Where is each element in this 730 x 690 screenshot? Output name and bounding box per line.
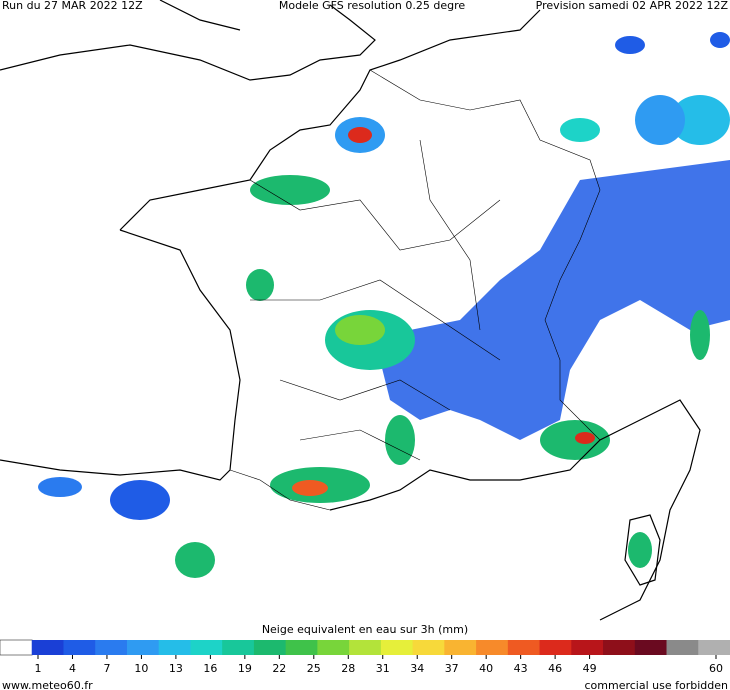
site-label: www.meteo60.fr	[2, 679, 93, 690]
colorbar-cell	[698, 640, 730, 655]
colorbar-tick-label: 43	[514, 662, 528, 675]
colorbar-cell	[285, 640, 318, 655]
colorbar-tick-label: 60	[709, 662, 723, 675]
colorbar-cell	[380, 640, 414, 655]
colorbar-tick-label: 1	[35, 662, 42, 675]
colorbar-cell	[603, 640, 636, 655]
colorbar-cell	[444, 640, 477, 655]
run-label: Run du 27 MAR 2022 12Z	[2, 0, 143, 12]
colorbar-tick-label: 34	[410, 662, 424, 675]
colorbar-tick-label: 22	[272, 662, 286, 675]
colorbar-tick-label: 10	[134, 662, 148, 675]
colorbar-cell	[126, 640, 160, 655]
colorbar-cell	[95, 640, 128, 655]
colorbar-cell	[666, 640, 699, 655]
colorbar-tick-label: 49	[583, 662, 597, 675]
precip-areas	[38, 32, 730, 578]
borders	[229, 69, 601, 511]
colorbar-cell	[634, 640, 668, 655]
colorbar-tick-label: 25	[307, 662, 321, 675]
colorbar-tick-label: 4	[69, 662, 76, 675]
colorbar-cell	[222, 640, 255, 655]
forecast-label: Prevision samedi 02 APR 2022 12Z	[536, 0, 729, 12]
colorbar-cell	[253, 640, 287, 655]
colorbar-cell	[349, 640, 382, 655]
colorbar-tick-label: 16	[203, 662, 217, 675]
colorbar-cell	[63, 640, 96, 655]
colorbar-tick-label: 13	[169, 662, 183, 675]
colorbar-cell	[476, 640, 509, 655]
model-label: Modele GFS resolution 0.25 degre	[279, 0, 466, 12]
colorbar-tick-label: 28	[341, 662, 355, 675]
colorbar-cell	[0, 639, 33, 656]
colorbar-cell	[31, 640, 64, 655]
coastlines	[0, 0, 701, 621]
colorbar-tick-label: 7	[103, 662, 110, 675]
colorbar-title: Neige equivalent en eau sur 3h (mm)	[262, 623, 468, 636]
colorbar-tick-label: 40	[479, 662, 493, 675]
colorbar-cell	[539, 640, 572, 655]
colorbar-cell	[507, 640, 541, 655]
colorbar-tick-label: 37	[445, 662, 459, 675]
colorbar-tick-label: 46	[548, 662, 562, 675]
notice-label: commercial use forbidden	[585, 679, 729, 690]
colorbar: 1 4 7 10 13 16 19 22 25 28 31 34 37 40 43 46 49 60	[0, 639, 730, 675]
colorbar-cell	[158, 640, 191, 655]
colorbar-tick-label: 19	[238, 662, 252, 675]
colorbar-cell	[190, 640, 223, 655]
colorbar-cell	[317, 640, 350, 655]
colorbar-tick-label: 31	[376, 662, 390, 675]
colorbar-cell	[412, 640, 445, 655]
colorbar-cell	[571, 640, 604, 655]
